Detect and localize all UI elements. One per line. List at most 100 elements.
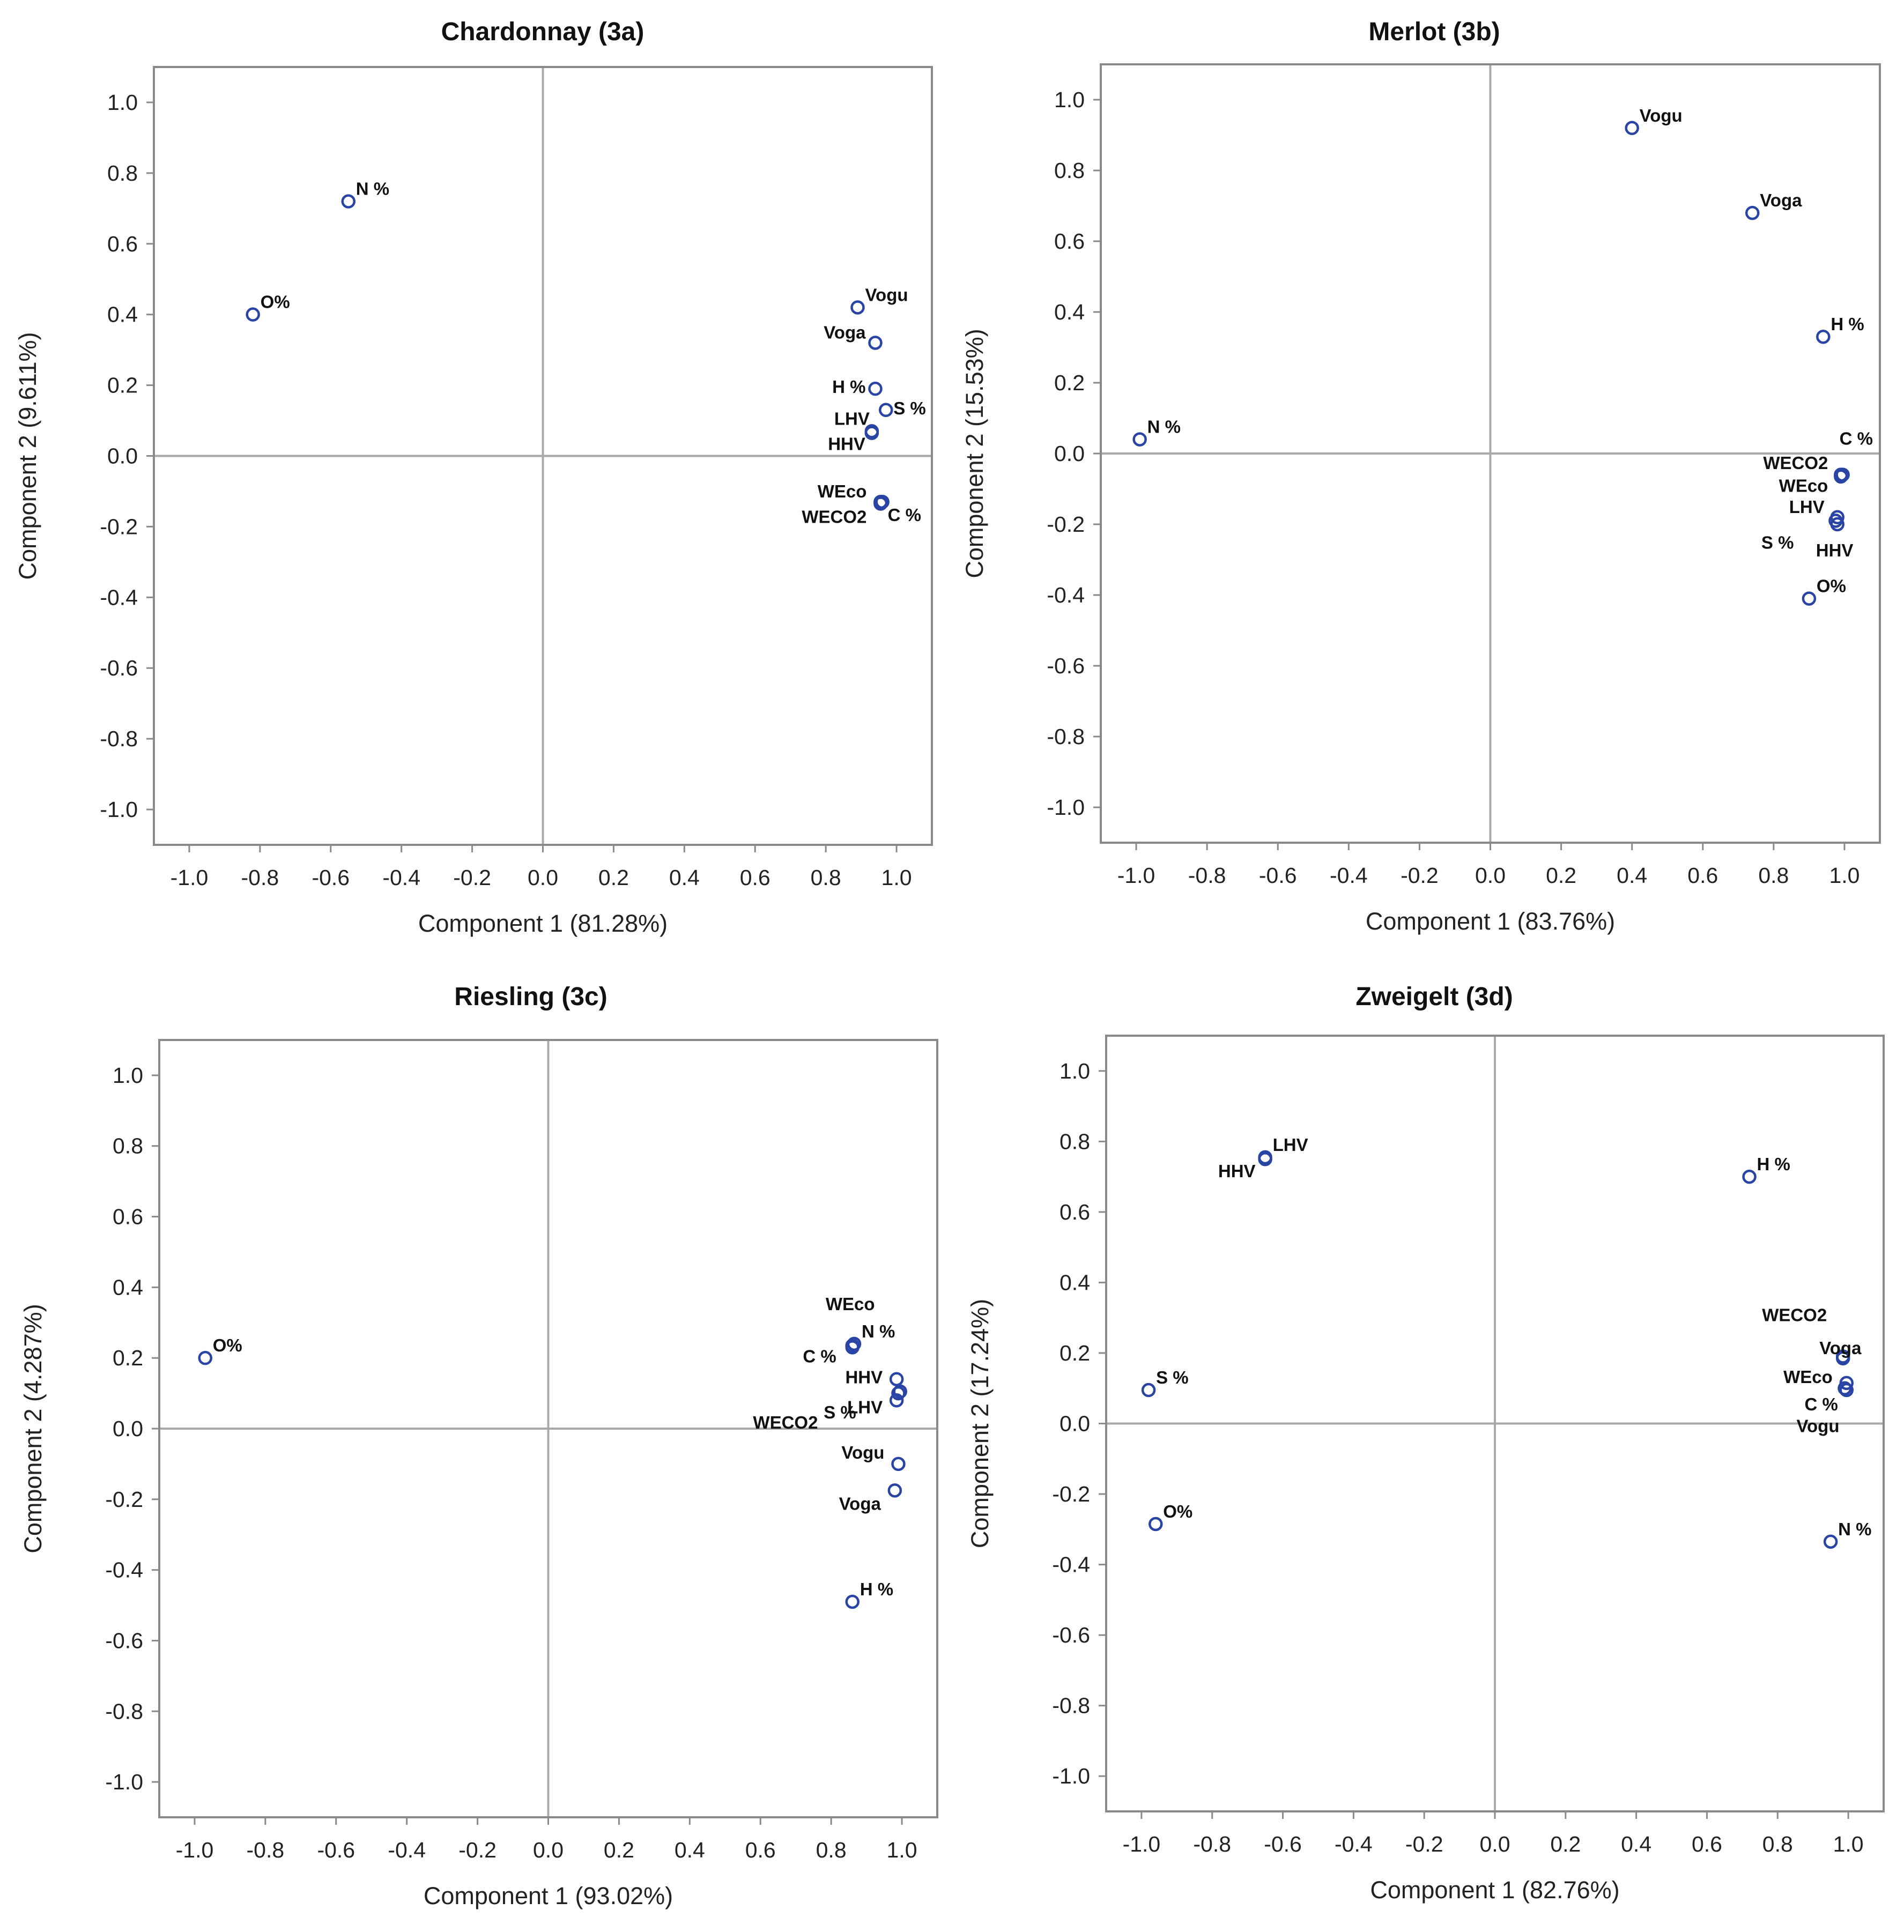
y-tick-label: -0.8 <box>1052 1693 1090 1718</box>
point-label: C % <box>1840 429 1873 449</box>
point-label: S % <box>1156 1368 1189 1387</box>
y-tick-label: -0.6 <box>100 656 138 680</box>
x-tick-label: 0.2 <box>604 1838 634 1862</box>
chart-title: Chardonnay (3a) <box>441 18 644 46</box>
y-axis-title: Component 2 (17.24%) <box>966 1299 994 1548</box>
y-tick-label: 0.0 <box>1054 441 1085 466</box>
x-tick-label: -0.2 <box>1401 863 1439 888</box>
point-label: WEco <box>1783 1367 1833 1387</box>
data-point <box>1742 1169 1757 1184</box>
x-tick-label: 0.8 <box>1762 1832 1793 1856</box>
point-label: HHV <box>1816 540 1854 560</box>
chart-panel-2: Merlot (3b) -1.0 -0.8 -0.6 -0.4 -0.2 0.0 0.2 0.4… <box>961 18 1881 935</box>
y-tick-label: -1.0 <box>1052 1764 1090 1788</box>
x-tick-label: 0.4 <box>675 1838 705 1862</box>
chart-panel-3: Riesling (3c) -1.0 -0.8 -0.6 -0.4 -0.2 0.0 0.2 0… <box>19 983 938 1909</box>
data-point <box>887 1483 902 1498</box>
point-label: H % <box>1757 1154 1790 1174</box>
x-tick-label: 0.0 <box>533 1838 564 1862</box>
data-point <box>1149 1517 1163 1532</box>
x-tick-label: 0.8 <box>1758 863 1789 888</box>
x-tick-label: 0.6 <box>745 1838 776 1862</box>
point-label: Vogu <box>1796 1416 1839 1436</box>
x-tick-label: 0.6 <box>740 865 771 890</box>
y-tick-label: 0.6 <box>107 232 138 256</box>
point-label: H % <box>1831 314 1864 334</box>
y-tick-label: 0.2 <box>113 1346 143 1370</box>
point-label: S % <box>824 1402 856 1422</box>
x-tick-label: -0.6 <box>1259 863 1297 888</box>
y-tick-label: -0.8 <box>100 726 138 751</box>
point-label: N % <box>1147 417 1181 437</box>
y-tick-label: -0.4 <box>105 1558 143 1582</box>
x-axis-title: Component 1 (82.76%) <box>1370 1876 1619 1904</box>
data-point <box>246 307 260 322</box>
point-label: HHV <box>845 1368 883 1387</box>
data-point <box>1839 1383 1854 1398</box>
data-point <box>1258 1151 1272 1166</box>
y-tick-label: 0.8 <box>1060 1129 1090 1154</box>
x-tick-label: -1.0 <box>176 1838 214 1862</box>
y-tick-label: 0.4 <box>1060 1270 1090 1295</box>
y-tick-label: 0.0 <box>1060 1411 1090 1436</box>
data-point <box>889 1372 904 1386</box>
y-tick-label: -0.4 <box>100 585 138 610</box>
data-point <box>1745 205 1760 220</box>
x-tick-label: -0.6 <box>317 1838 355 1862</box>
y-tick-label: -0.4 <box>1052 1552 1090 1577</box>
x-tick-label: 1.0 <box>1833 1832 1864 1856</box>
data-point <box>1625 121 1639 136</box>
x-tick-label: -0.4 <box>382 865 420 890</box>
y-tick-label: 0.8 <box>113 1134 143 1158</box>
data-point <box>1838 1381 1852 1395</box>
data-point <box>850 300 865 315</box>
point-label: LHV <box>1789 497 1825 517</box>
y-tick-label: -0.6 <box>1052 1623 1090 1647</box>
point-label: WECO2 <box>753 1413 818 1432</box>
x-tick-label: 0.8 <box>816 1838 847 1862</box>
x-tick-label: 0.8 <box>811 865 841 890</box>
point-label: WECO2 <box>1763 453 1828 473</box>
data-point <box>1816 329 1831 344</box>
y-tick-label: 1.0 <box>113 1063 143 1088</box>
point-label: Voga <box>1760 190 1802 210</box>
x-tick-label: 0.4 <box>1617 863 1647 888</box>
chart-panel-1: Chardonnay (3a) -1.0 -0.8 -0.6 -0.4 -0.2 0.0 0.… <box>14 18 933 937</box>
y-tick-label: -0.4 <box>1047 583 1085 607</box>
y-tick-label: -0.2 <box>1047 512 1085 537</box>
point-label: O% <box>1817 576 1846 596</box>
chart-panel-4: Zweigelt (3d) -1.0 -0.8 -0.6 -0.4 -0.2 0.0 0.2 0… <box>966 983 1885 1904</box>
y-tick-label: 0.2 <box>1054 370 1085 395</box>
y-axis-title: Component 2 (9.611%) <box>14 332 41 580</box>
point-label: WEco <box>1779 476 1828 496</box>
point-label: HHV <box>828 434 865 454</box>
x-tick-label: 0.0 <box>528 865 558 890</box>
y-tick-label: -0.2 <box>100 514 138 539</box>
x-tick-label: -0.6 <box>312 865 350 890</box>
chart-title: Riesling (3c) <box>454 983 607 1011</box>
point-label: WECO2 <box>802 507 866 527</box>
point-label: N % <box>356 179 389 199</box>
y-tick-label: 0.8 <box>1054 158 1085 183</box>
x-tick-label: -0.4 <box>1330 863 1368 888</box>
data-point <box>891 1457 906 1472</box>
point-label: Voga <box>1819 1338 1862 1358</box>
data-point <box>845 1594 860 1609</box>
chart-title: Zweigelt (3d) <box>1355 983 1513 1011</box>
point-label: N % <box>862 1321 895 1341</box>
point-label: Voga <box>839 1493 881 1513</box>
x-tick-label: -0.4 <box>1335 1832 1373 1856</box>
y-tick-label: 0.0 <box>107 444 138 469</box>
point-label: C % <box>888 505 921 525</box>
data-point <box>875 494 890 509</box>
x-axis-title: Component 1 (83.76%) <box>1366 908 1615 935</box>
point-label: WEco <box>826 1294 875 1314</box>
point-label: C % <box>803 1346 836 1366</box>
x-tick-label: 0.6 <box>1687 863 1718 888</box>
data-point <box>889 1393 904 1408</box>
x-tick-label: 0.6 <box>1692 1832 1722 1856</box>
x-tick-label: 0.2 <box>1546 863 1576 888</box>
point-label: O% <box>261 292 290 312</box>
y-tick-label: 1.0 <box>1060 1059 1090 1083</box>
